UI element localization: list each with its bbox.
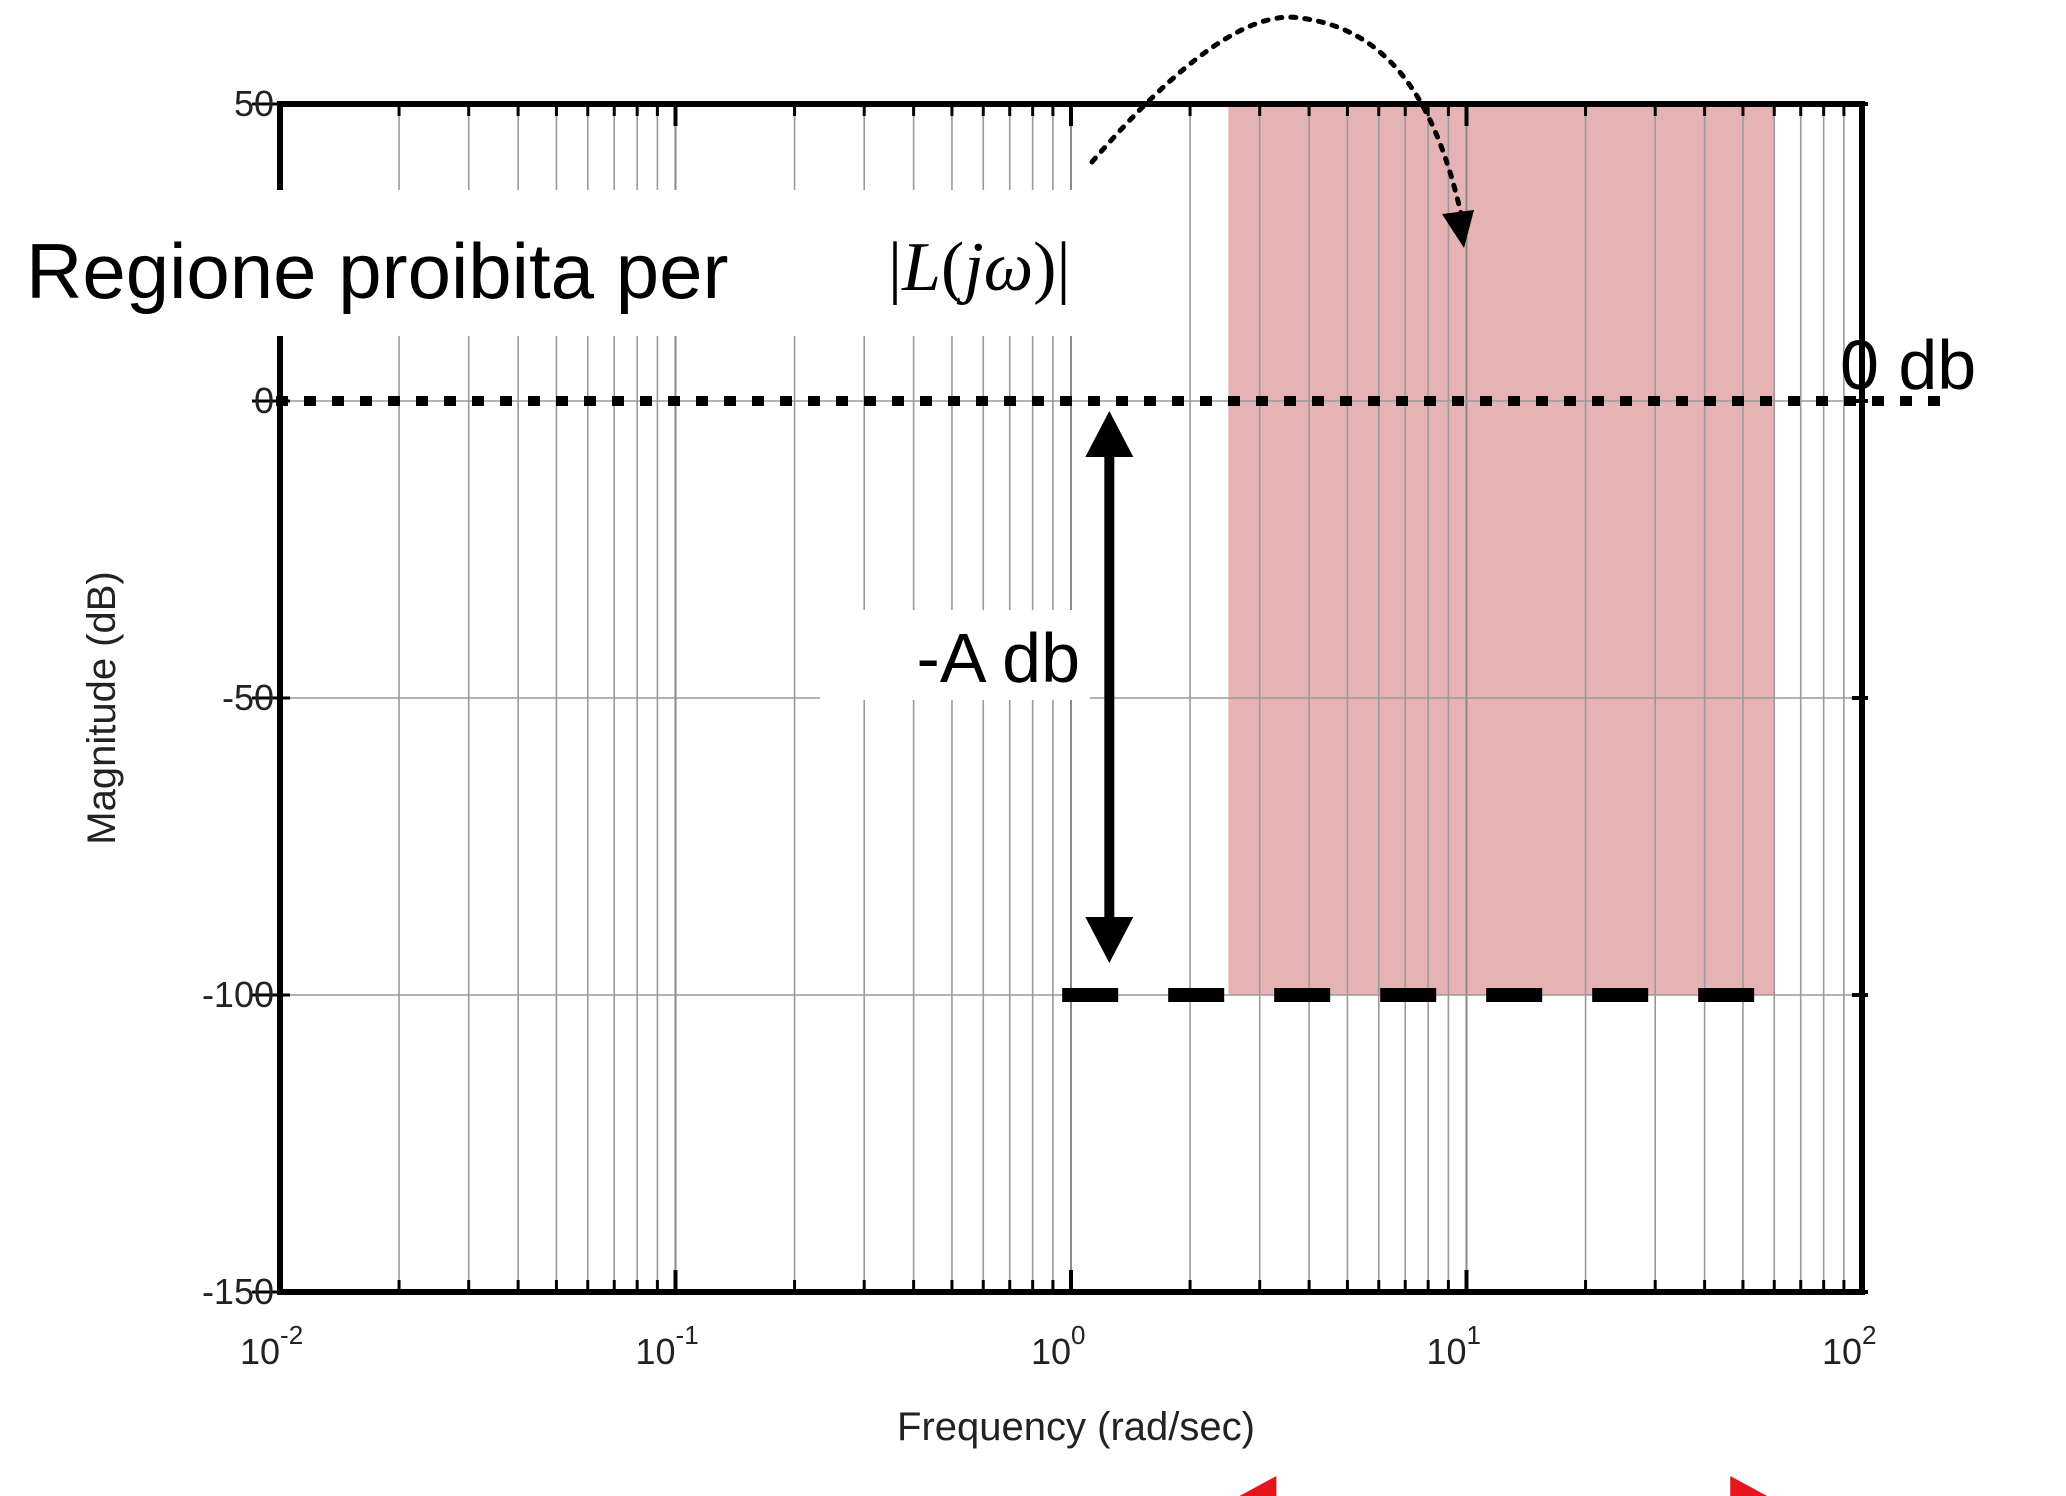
- math-lparen: (: [941, 229, 964, 306]
- x-tick-base: 10: [636, 1331, 676, 1372]
- x-tick-exponent: 1: [1467, 1320, 1481, 1350]
- curved-arrow-head: [1442, 210, 1474, 248]
- y-tick-label: -100: [202, 974, 274, 1015]
- x-tick-exponent: -1: [676, 1320, 699, 1350]
- math-open-bar: |: [888, 229, 902, 306]
- y-tick-label: -50: [222, 677, 274, 718]
- curved-dotted-arrow: [1089, 14, 1465, 221]
- title-math-expression: |L(jω)|: [888, 229, 1070, 306]
- gain-span-label: -A db: [917, 619, 1080, 697]
- math-rparen: ): [1033, 229, 1056, 306]
- gain-span-arrow-head-top: [1085, 411, 1134, 457]
- gain-span-arrow-head-bottom: [1085, 917, 1134, 963]
- y-axis-label: Magnitude (dB): [80, 571, 124, 844]
- x-tick-label: 100: [1031, 1320, 1086, 1372]
- x-tick-base: 10: [1822, 1331, 1862, 1372]
- forbidden-region: [1228, 104, 1775, 995]
- math-omega: ω: [984, 229, 1033, 306]
- x-tick-exponent: 2: [1862, 1320, 1876, 1350]
- x-tick-base: 10: [1427, 1331, 1467, 1372]
- x-tick-labels: 10-2 10-1 100 101 102: [240, 1320, 1877, 1372]
- frequency-band-arrow-head-right: [1730, 1476, 1768, 1496]
- x-tick-exponent: 0: [1071, 1320, 1085, 1350]
- y-tick-label: 50: [234, 83, 274, 124]
- tick-marks: [252, 102, 1868, 1294]
- x-tick-label: 102: [1822, 1320, 1877, 1372]
- x-tick-label: 10-1: [636, 1320, 699, 1372]
- x-tick-base: 10: [240, 1331, 280, 1372]
- y-tick-label: -150: [202, 1271, 274, 1312]
- math-L: L: [901, 229, 941, 306]
- x-tick-exponent: -2: [280, 1320, 303, 1350]
- math-close-bar: |: [1056, 229, 1070, 306]
- x-tick-label: 101: [1427, 1320, 1482, 1372]
- x-tick-base: 10: [1031, 1331, 1071, 1372]
- y-tick-label: 0: [254, 380, 274, 421]
- zero-db-label: 0 db: [1840, 326, 1976, 404]
- x-tick-label: 10-2: [240, 1320, 303, 1372]
- gain-span-label-background: [820, 610, 1090, 700]
- y-tick-labels: 50 0 -50 -100 -150: [202, 83, 274, 1312]
- frequency-band-arrow-head-left: [1239, 1476, 1277, 1496]
- title-background: [18, 190, 1160, 336]
- x-axis-label: Frequency (rad/sec): [897, 1405, 1255, 1449]
- forbidden-region-title: Regione proibita per: [26, 227, 728, 315]
